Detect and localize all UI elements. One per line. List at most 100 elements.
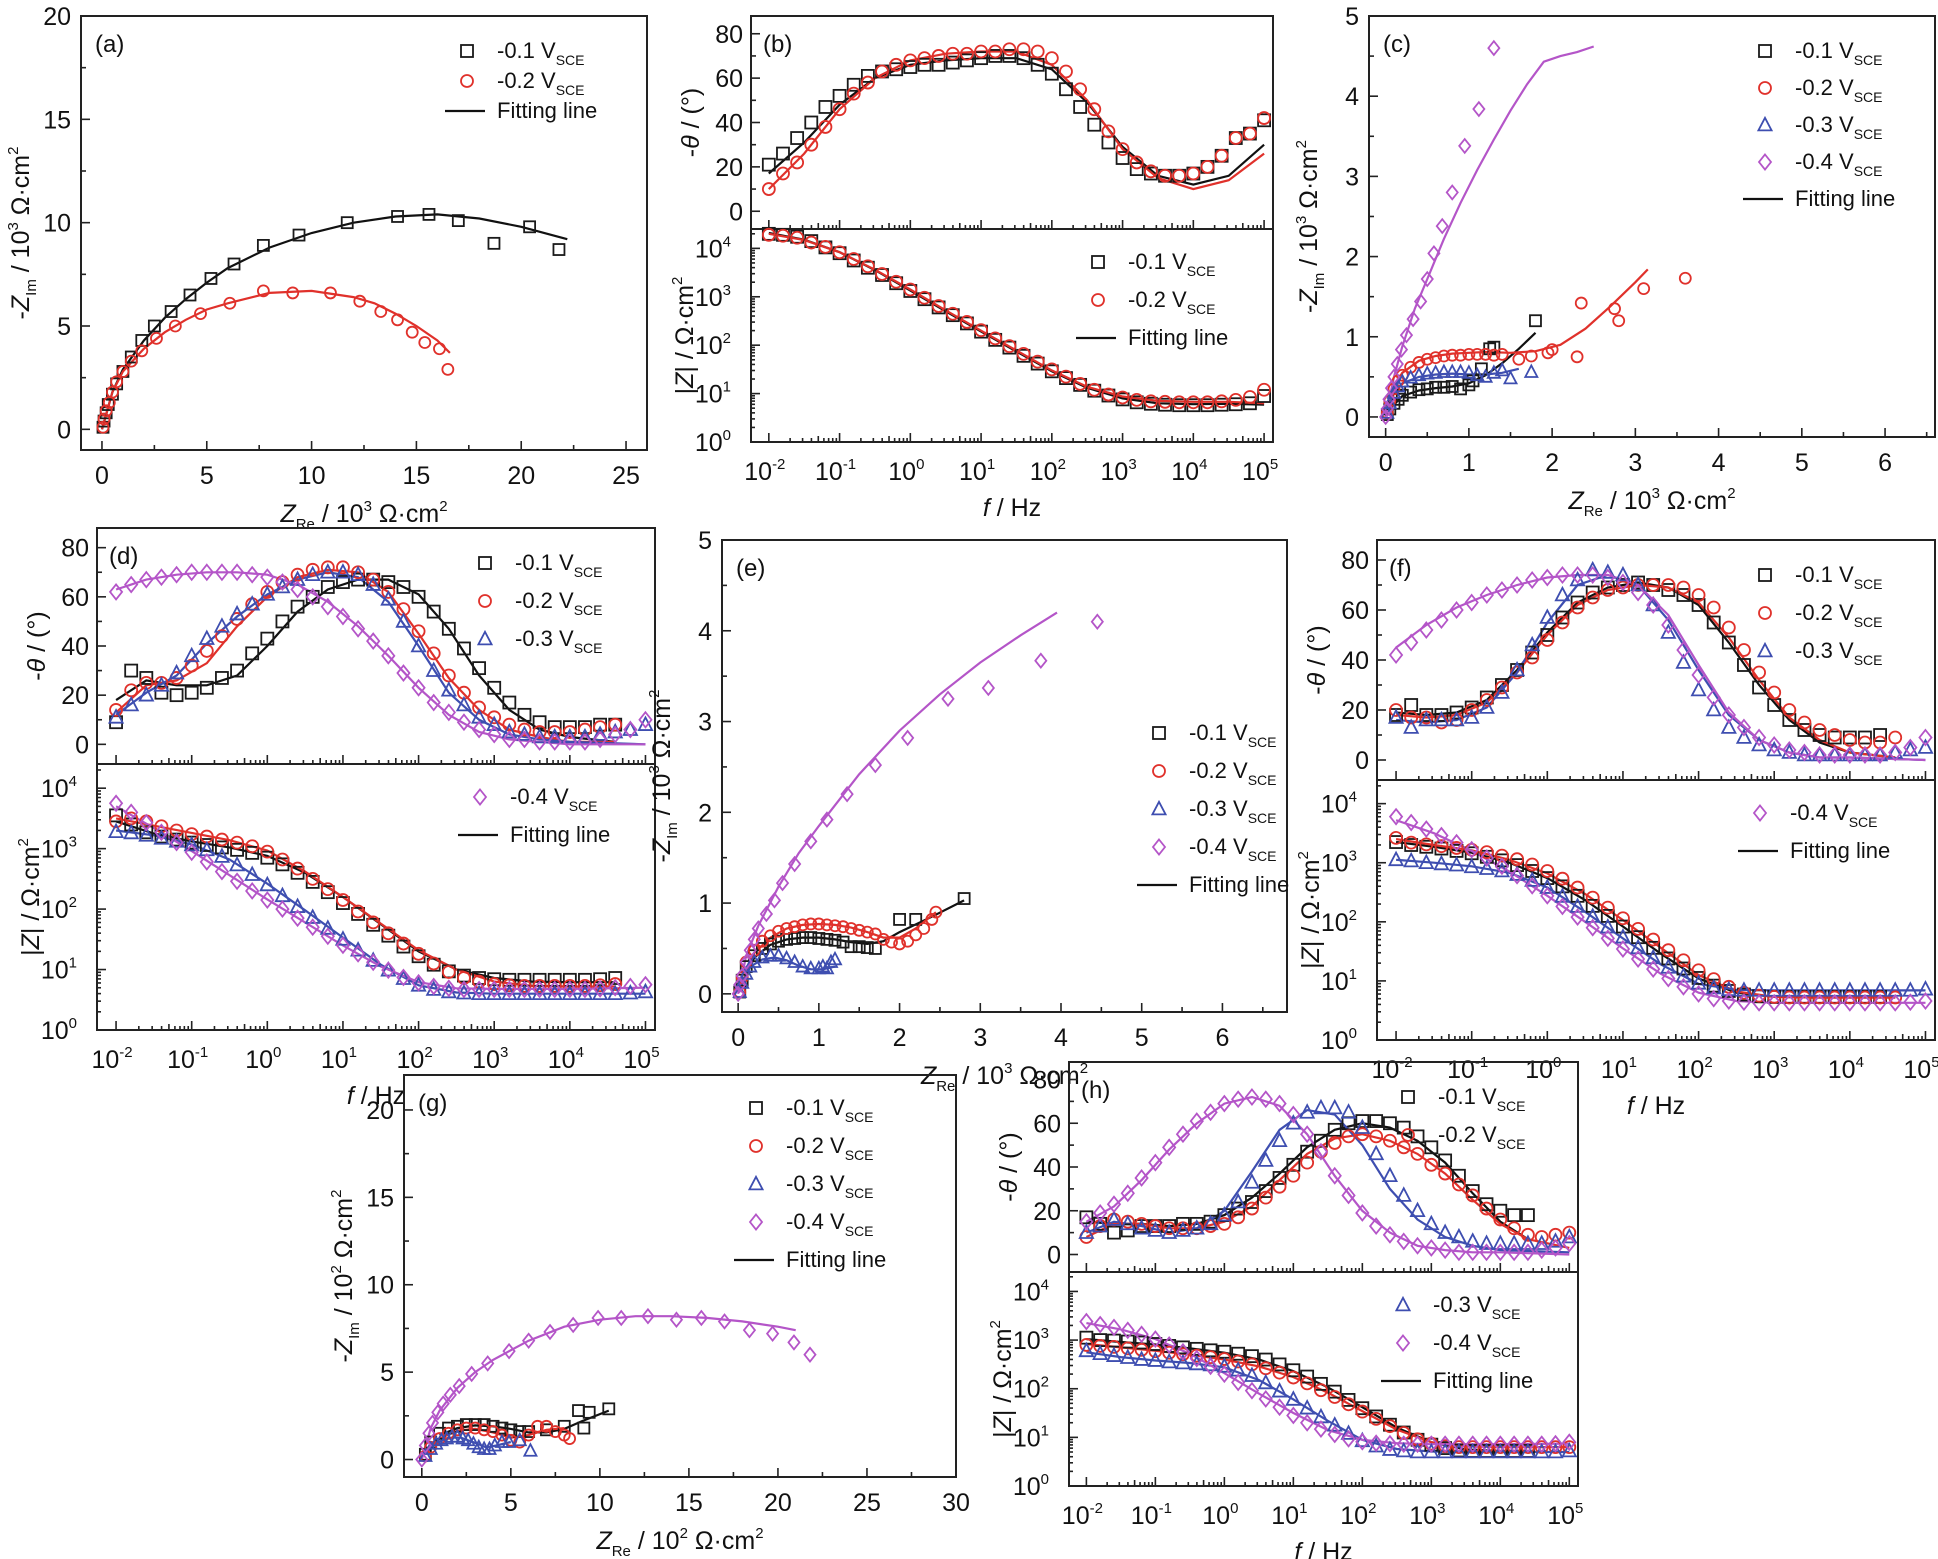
data-point <box>154 568 169 587</box>
data-point <box>1016 51 1031 66</box>
data-point <box>418 1437 433 1454</box>
legend-marker-v01 <box>478 556 492 570</box>
data-point <box>1079 1338 1094 1352</box>
data-point <box>1495 680 1509 695</box>
y-tick-label: 0 <box>698 981 712 1009</box>
panel-c: 0 1 2 3 4 5 6 0 1 2 3 4 5 (c) ZRe / 103 Ω·cm2 -ZIm / 10… <box>1293 3 1936 520</box>
theta-series-v03 <box>107 563 654 744</box>
data-point <box>903 60 918 74</box>
z-series-v03 <box>1078 1341 1578 1459</box>
data-point <box>742 1321 757 1339</box>
data-point <box>1495 348 1509 361</box>
data-point <box>304 908 321 924</box>
data-point <box>1396 1426 1411 1440</box>
x-tick-label: 0 <box>415 1489 429 1517</box>
data-point <box>1188 1219 1205 1235</box>
data-point <box>787 855 802 873</box>
data-point <box>168 319 182 333</box>
data-point <box>502 695 517 710</box>
data-point <box>1217 1094 1232 1113</box>
data-point <box>1444 363 1460 378</box>
data-point <box>523 220 537 234</box>
data-point <box>1119 1348 1136 1364</box>
x-tick-label: 101 <box>321 1044 357 1074</box>
plot-frame <box>721 539 1288 1013</box>
data-point <box>1721 992 1736 1010</box>
data-point <box>1115 151 1130 165</box>
data-point <box>1470 348 1484 361</box>
data-point <box>1073 377 1088 391</box>
legend-label-v02: -0.2 VSCE <box>1795 75 1883 105</box>
data-point <box>471 980 487 999</box>
data-point <box>1016 346 1031 361</box>
data-point <box>215 629 229 644</box>
legend-label-v02: -0.2 VSCE <box>1128 287 1216 317</box>
data-point <box>787 1334 801 1351</box>
data-point <box>1465 1243 1480 1262</box>
y-axis-label: -ZIm / 102 Ω·cm2 <box>328 1190 363 1363</box>
data-point <box>546 727 563 744</box>
data-point <box>107 822 125 839</box>
data-point <box>1423 1214 1440 1231</box>
data-point <box>1451 1435 1467 1454</box>
data-point <box>1134 1216 1149 1231</box>
legend-item-v01: -0.1 VSCE <box>749 1095 874 1125</box>
data-point <box>1449 841 1464 855</box>
data-point <box>1767 685 1782 700</box>
data-point <box>669 1311 684 1329</box>
legend-item-v01: -0.1 VSCE <box>1758 38 1883 68</box>
data-point <box>1340 1424 1357 1440</box>
data-point <box>1873 990 1887 1005</box>
data-point <box>138 826 155 842</box>
data-point <box>1797 715 1812 730</box>
data-point <box>275 857 290 872</box>
data-point <box>1463 857 1480 874</box>
data-point <box>960 53 974 68</box>
x-tick-label: 10 <box>586 1489 614 1517</box>
y-tick-label: 10 <box>366 1272 394 1300</box>
data-point <box>988 49 1003 63</box>
data-point <box>1424 1435 1439 1454</box>
data-point <box>1313 1142 1329 1161</box>
data-point <box>804 115 819 130</box>
data-point <box>452 1377 466 1395</box>
data-point <box>1044 362 1059 377</box>
data-point <box>1464 703 1479 717</box>
panel-f: 10-2 10-1 100 101 102 103 104 105 0 20 40 60 80 100 10… <box>1295 539 1938 1120</box>
data-point <box>592 725 609 741</box>
data-point <box>1158 394 1172 409</box>
y-tick-label: 15 <box>43 106 71 134</box>
data-point <box>138 686 155 702</box>
data-point <box>1903 738 1918 757</box>
data-point <box>1464 1232 1481 1248</box>
data-point <box>532 725 547 739</box>
data-point <box>1228 392 1243 407</box>
y-tick-label: 3 <box>698 709 712 737</box>
data-point <box>931 57 946 72</box>
data-point <box>1217 1365 1232 1384</box>
data-point <box>1445 380 1459 393</box>
x-tick-label: 5 <box>504 1489 518 1517</box>
x-tick-label: 10-2 <box>744 456 785 486</box>
data-point <box>183 288 197 302</box>
data-point <box>259 875 276 892</box>
data-point <box>1616 911 1630 926</box>
data-point <box>124 354 138 368</box>
data-point <box>1387 708 1405 724</box>
data-point <box>123 695 140 712</box>
data-point <box>456 713 472 732</box>
data-point <box>1162 1345 1177 1360</box>
data-point <box>374 305 388 318</box>
data-point <box>1721 635 1736 650</box>
data-point <box>1584 907 1601 923</box>
data-point <box>139 570 154 589</box>
data-point <box>1812 990 1827 1005</box>
data-point <box>1562 1225 1577 1240</box>
data-point <box>108 794 124 813</box>
data-point <box>1478 1442 1495 1459</box>
data-point <box>893 937 906 951</box>
x-tick-label: 103 <box>1101 456 1137 486</box>
data-point <box>184 563 199 582</box>
data-point <box>1424 1157 1439 1172</box>
data-point <box>562 980 577 999</box>
